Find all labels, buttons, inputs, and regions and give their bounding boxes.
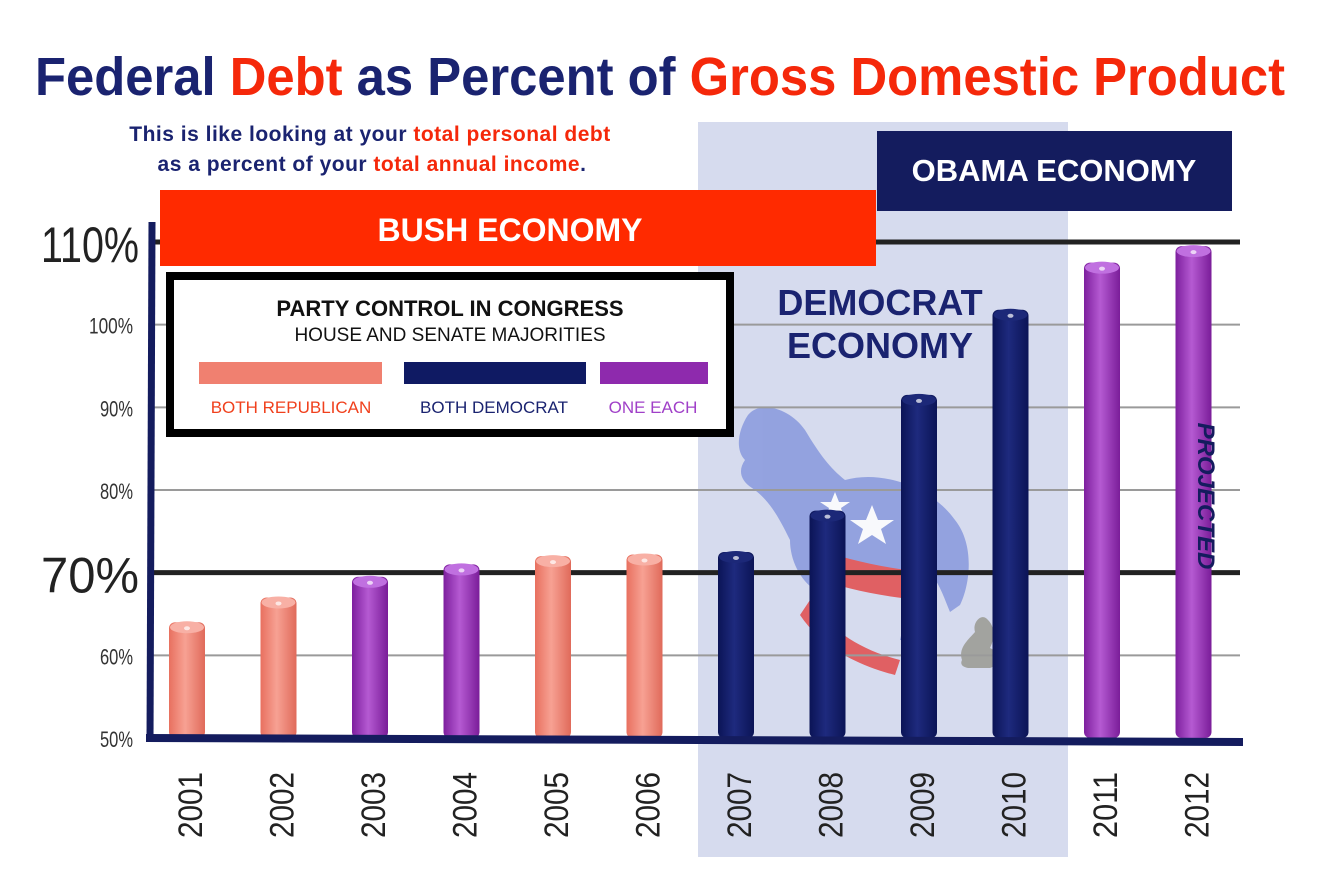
- democrat-economy-line-1: DEMOCRAT: [777, 282, 982, 323]
- x-tick-label-2011: 2011: [1087, 772, 1125, 838]
- x-tick-label-2010: 2010: [996, 772, 1034, 838]
- legend: PARTY CONTROL IN CONGRESS HOUSE AND SENA…: [166, 272, 734, 437]
- y-tick-label-80: 80%: [100, 479, 133, 504]
- bar-2005: [535, 555, 571, 738]
- y-tick-label-70: 70%: [41, 548, 139, 604]
- bar-2001: [169, 621, 205, 738]
- legend-label-one-each: ONE EACH: [609, 398, 698, 417]
- bar-2008: [809, 509, 846, 738]
- legend-label-democrat: BOTH DEMOCRAT: [420, 398, 568, 417]
- subtitle-line-2: as a percent of your total annual income…: [158, 153, 587, 176]
- y-tick-label-50: 50%: [100, 727, 133, 752]
- x-tick-label-2005: 2005: [538, 772, 576, 838]
- legend-swatch-republican: [199, 362, 382, 384]
- bush-economy-banner: [160, 190, 876, 266]
- x-axis: [145, 734, 1244, 746]
- bars: [169, 245, 1212, 738]
- bar-2004: [443, 563, 480, 738]
- legend-label-republican: BOTH REPUBLICAN: [211, 398, 372, 417]
- projected-annotation: PROJECTED: [1192, 423, 1219, 570]
- subtitle-line-1: This is like looking at your total perso…: [129, 123, 610, 146]
- x-tick-label-2008: 2008: [813, 772, 851, 838]
- x-tick-label-2012: 2012: [1179, 772, 1217, 838]
- page-title: Federal Debt as Percent of Gross Domesti…: [35, 47, 1285, 107]
- bush-economy-label: BUSH ECONOMY: [378, 212, 643, 248]
- y-axis-labels: 50% 60% 70% 80% 90% 100% 110%: [41, 217, 139, 752]
- y-tick-label-110: 110%: [41, 217, 139, 273]
- bar-2002: [260, 596, 297, 738]
- y-axis: [146, 221, 156, 743]
- bar-2010: [992, 308, 1029, 738]
- x-tick-label-2009: 2009: [904, 772, 942, 838]
- obama-economy-label: OBAMA ECONOMY: [912, 153, 1197, 188]
- y-tick-label-60: 60%: [100, 644, 133, 669]
- democrat-economy-line-2: ECONOMY: [787, 325, 973, 366]
- bar-2007: [718, 551, 754, 738]
- legend-swatch-democrat: [404, 362, 586, 384]
- y-tick-label-100: 100%: [89, 314, 133, 339]
- x-axis-labels: 2001 2002 2003 2004 2005 2006 2007 2008 2009 2010…: [172, 772, 1217, 838]
- x-tick-label-2006: 2006: [630, 772, 668, 838]
- bar-2009: [901, 393, 937, 738]
- legend-swatch-one-each: [600, 362, 708, 384]
- bar-2006: [626, 553, 663, 738]
- obama-economy-banner: [877, 131, 1232, 211]
- x-tick-label-2002: 2002: [264, 772, 302, 838]
- x-tick-label-2004: 2004: [447, 772, 485, 838]
- legend-subtitle: HOUSE AND SENATE MAJORITIES: [294, 325, 605, 346]
- bar-2003: [352, 575, 388, 738]
- x-tick-label-2003: 2003: [355, 772, 393, 838]
- x-tick-label-2007: 2007: [721, 772, 759, 838]
- legend-title: PARTY CONTROL IN CONGRESS: [276, 296, 623, 321]
- bar-2012: [1175, 245, 1212, 738]
- y-tick-label-90: 90%: [100, 396, 133, 421]
- bar-2011: [1084, 261, 1120, 738]
- x-tick-label-2001: 2001: [172, 772, 210, 838]
